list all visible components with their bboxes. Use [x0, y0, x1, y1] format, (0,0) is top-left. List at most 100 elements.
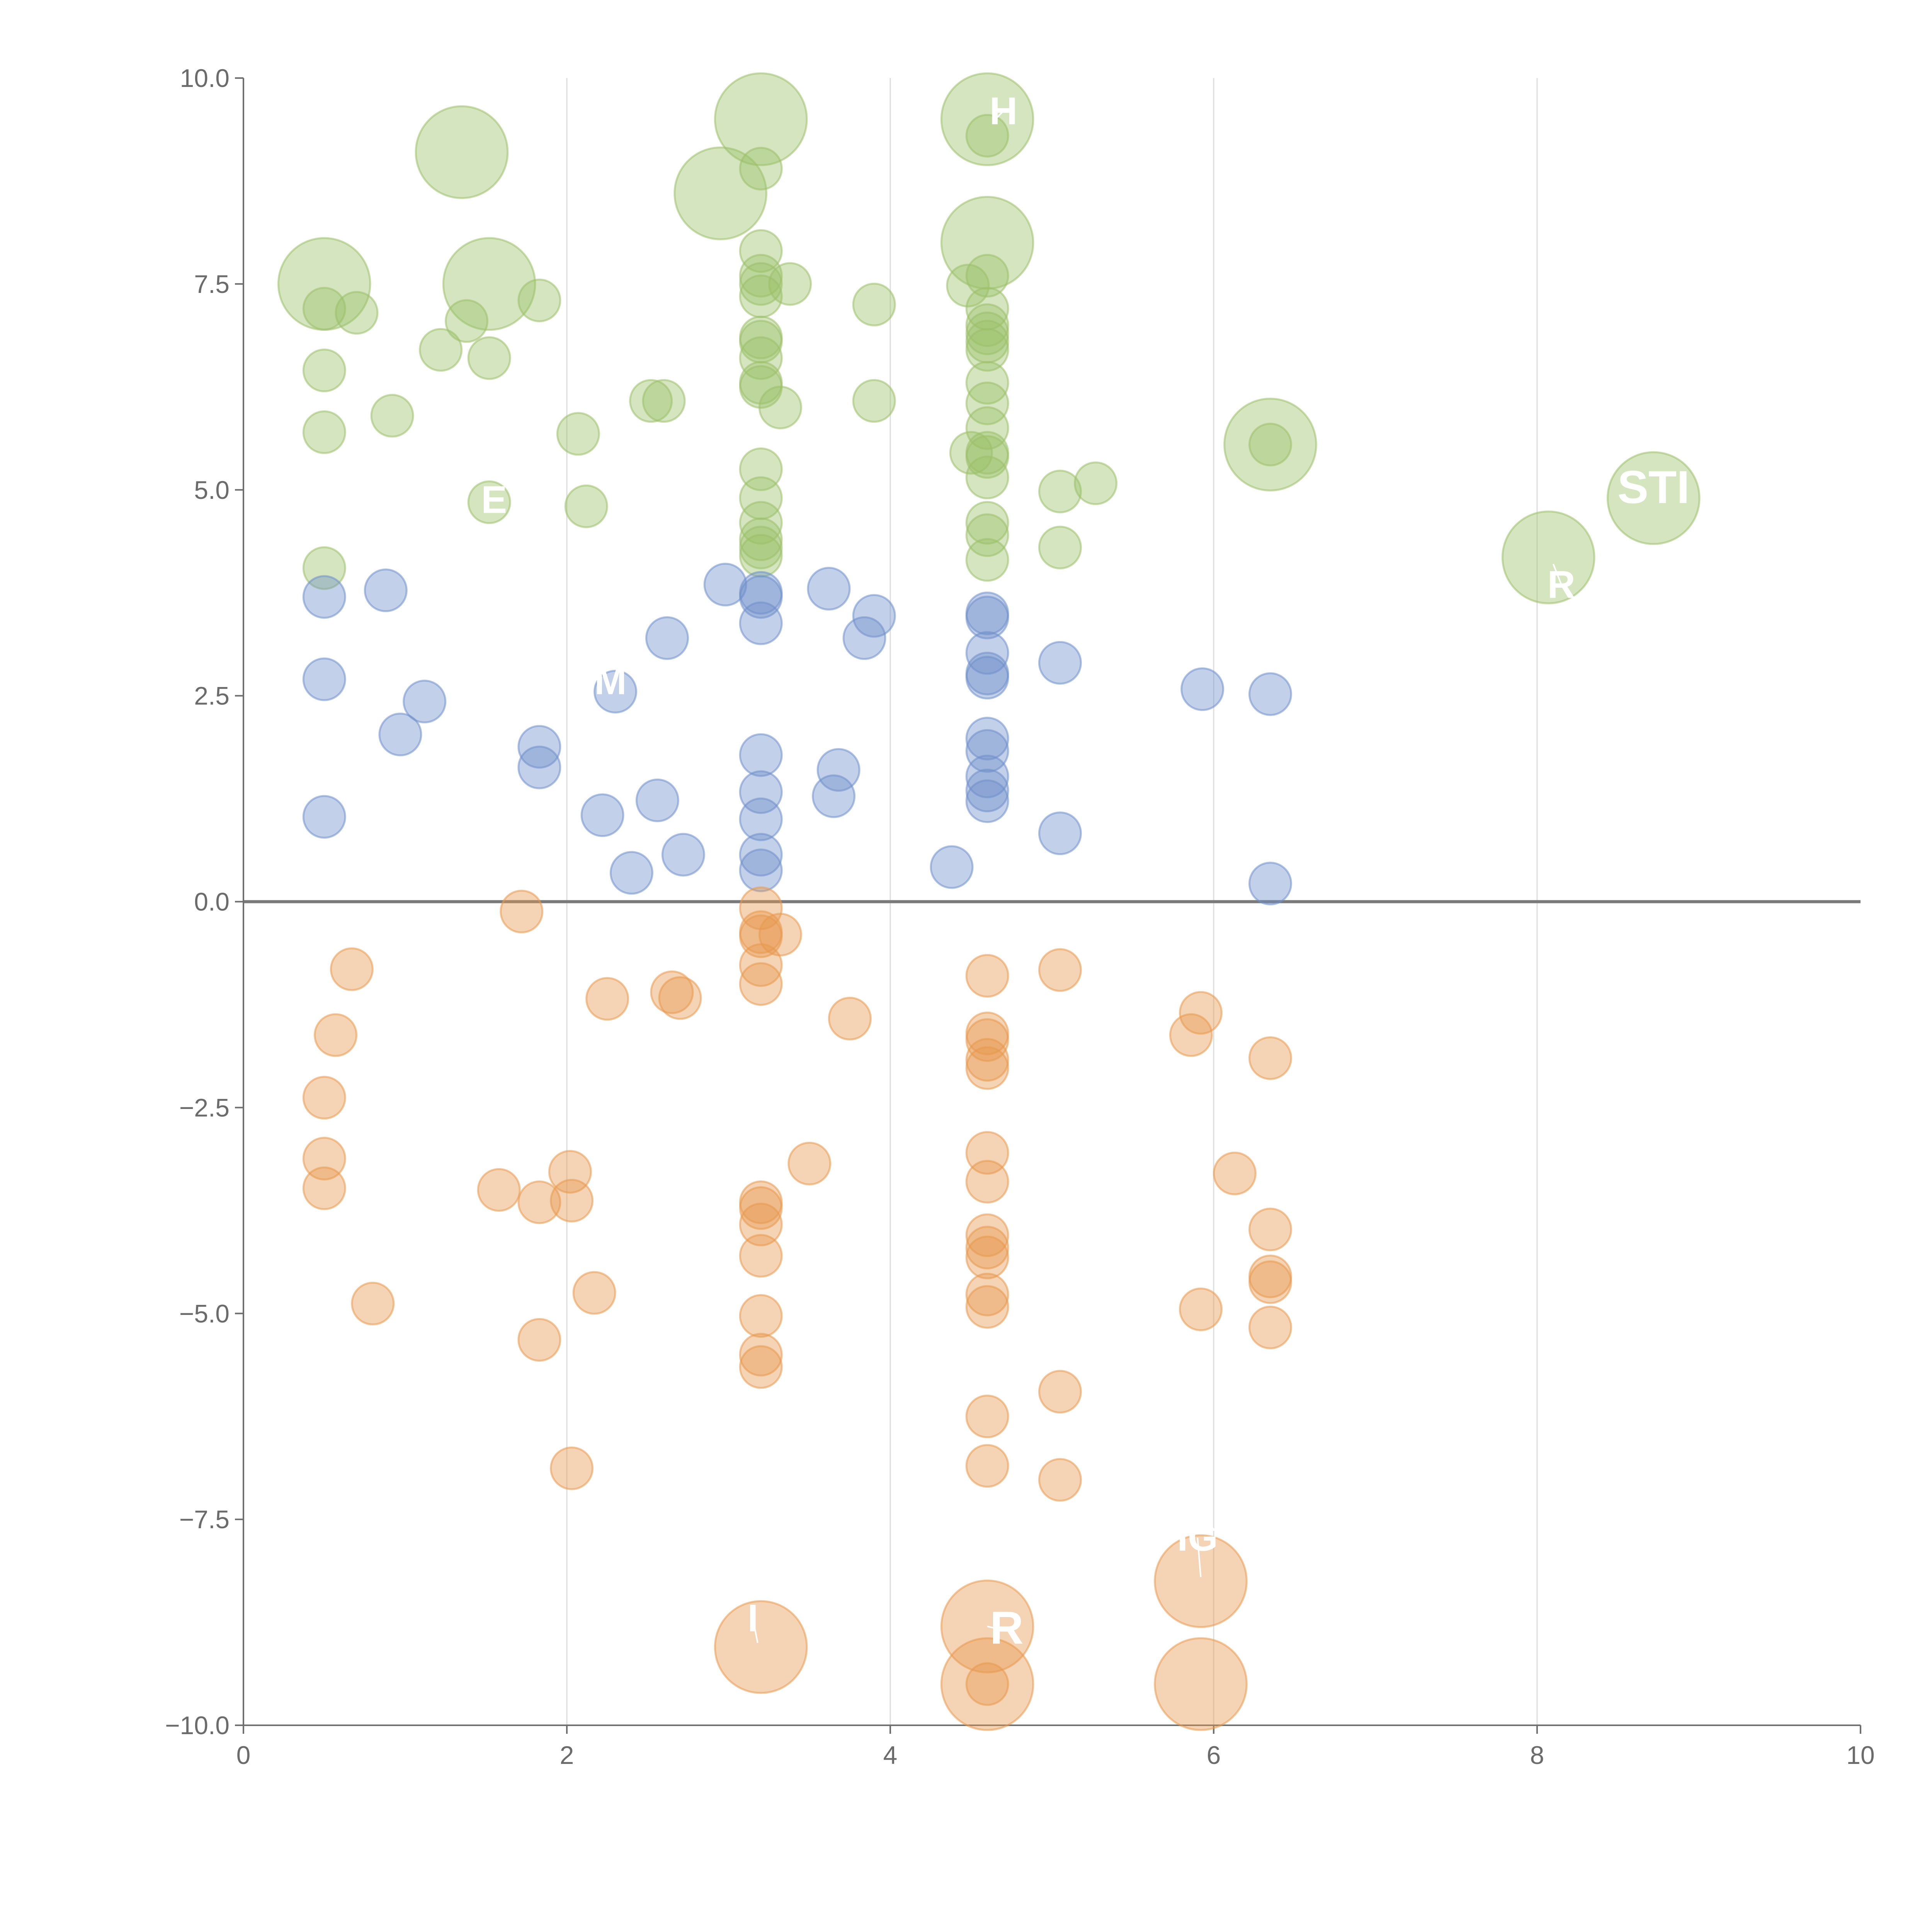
data-point	[739, 575, 783, 619]
x-tick-label: 8	[1530, 1741, 1544, 1769]
annotation-label: M	[594, 659, 626, 702]
data-point	[419, 328, 463, 372]
data-point	[635, 778, 679, 822]
data-point	[965, 656, 1009, 700]
data-point	[965, 1046, 1009, 1090]
data-point	[703, 563, 747, 607]
annotation-label: H	[990, 89, 1017, 133]
data-point	[550, 1179, 594, 1223]
data-point	[965, 1160, 1009, 1204]
annotation-leader	[1197, 1537, 1202, 1577]
data-point	[1154, 1534, 1248, 1628]
annotation-label: STI	[1617, 461, 1690, 513]
data-point	[965, 328, 1009, 372]
data-point	[1038, 526, 1082, 570]
data-point	[739, 733, 783, 777]
data-point	[1213, 1151, 1257, 1196]
data-point	[739, 229, 783, 273]
data-point	[739, 1186, 783, 1230]
data-point	[714, 1600, 808, 1694]
data-point	[714, 72, 808, 166]
data-point	[1038, 948, 1082, 992]
data-point	[302, 287, 346, 331]
y-tick-label: −7.5	[179, 1505, 230, 1534]
series-low	[302, 886, 1292, 1731]
data-point	[787, 1141, 832, 1185]
y-tick-label: 10.0	[180, 64, 230, 92]
data-point	[517, 745, 561, 789]
data-point	[965, 1213, 1009, 1257]
data-point	[1248, 1260, 1292, 1304]
data-point	[302, 1076, 346, 1120]
data-point	[965, 1285, 1009, 1329]
data-point	[940, 72, 1034, 166]
data-point	[609, 851, 653, 895]
x-tick-label: 2	[560, 1741, 574, 1769]
data-point	[517, 279, 561, 323]
data-point	[642, 379, 686, 423]
data-point	[930, 845, 974, 889]
data-point	[940, 1637, 1034, 1731]
data-points	[277, 72, 1701, 1731]
data-point	[1038, 1370, 1082, 1414]
data-point	[1038, 1458, 1082, 1502]
data-point	[403, 680, 447, 724]
data-point	[661, 833, 705, 877]
annotation-leader	[995, 110, 1004, 120]
x-tick-label: 6	[1207, 1741, 1221, 1769]
data-point	[517, 1318, 561, 1362]
y-tick-label: −5.0	[179, 1299, 230, 1328]
axes: 10.0 7.5 5.0 2.5 0.0 −2.5 −5.0 −7.5 −10.00 2 4 6 8 10	[165, 64, 1875, 1769]
data-point	[1038, 469, 1082, 514]
data-point	[445, 299, 489, 343]
data-point	[1154, 1637, 1248, 1731]
data-point	[739, 797, 783, 841]
annotation-label: R	[990, 1602, 1024, 1654]
data-point	[739, 1345, 783, 1389]
data-point	[739, 770, 783, 814]
data-point	[965, 779, 1009, 823]
y-tick-label: 2.5	[194, 682, 230, 710]
data-point	[739, 146, 783, 190]
y-tick-label: −2.5	[179, 1093, 230, 1122]
data-point	[1180, 667, 1225, 711]
data-point	[739, 1294, 783, 1338]
data-point	[1248, 1208, 1292, 1252]
data-point	[415, 105, 509, 199]
annotation-leader	[752, 1618, 759, 1643]
data-point	[739, 1333, 783, 1377]
data-point	[816, 748, 861, 792]
data-point	[330, 947, 374, 991]
data-point	[1248, 862, 1292, 906]
data-point	[1038, 641, 1082, 685]
data-point	[965, 1272, 1009, 1316]
x-tick-label: 0	[236, 1741, 251, 1769]
data-point	[842, 616, 886, 660]
x-tick-label: 10	[1846, 1741, 1874, 1769]
data-point	[314, 1013, 358, 1057]
data-point	[550, 1446, 594, 1490]
data-point	[739, 1234, 783, 1278]
data-point	[965, 1395, 1009, 1439]
data-point	[580, 793, 624, 837]
data-point	[594, 670, 638, 714]
data-point	[965, 1662, 1009, 1706]
data-point	[965, 513, 1009, 557]
data-point	[477, 1168, 521, 1212]
annotation-label: E	[481, 478, 507, 521]
data-point	[807, 567, 851, 611]
data-point	[852, 379, 896, 423]
data-point	[351, 1282, 395, 1326]
data-point	[812, 774, 856, 818]
data-point	[739, 943, 783, 987]
data-point	[1607, 451, 1701, 545]
data-point	[629, 379, 673, 423]
data-point	[302, 575, 346, 619]
data-point	[370, 394, 414, 438]
data-point	[302, 1166, 346, 1210]
data-point	[852, 594, 896, 638]
data-point	[965, 456, 1009, 500]
data-point	[965, 595, 1009, 639]
data-point	[739, 534, 783, 578]
